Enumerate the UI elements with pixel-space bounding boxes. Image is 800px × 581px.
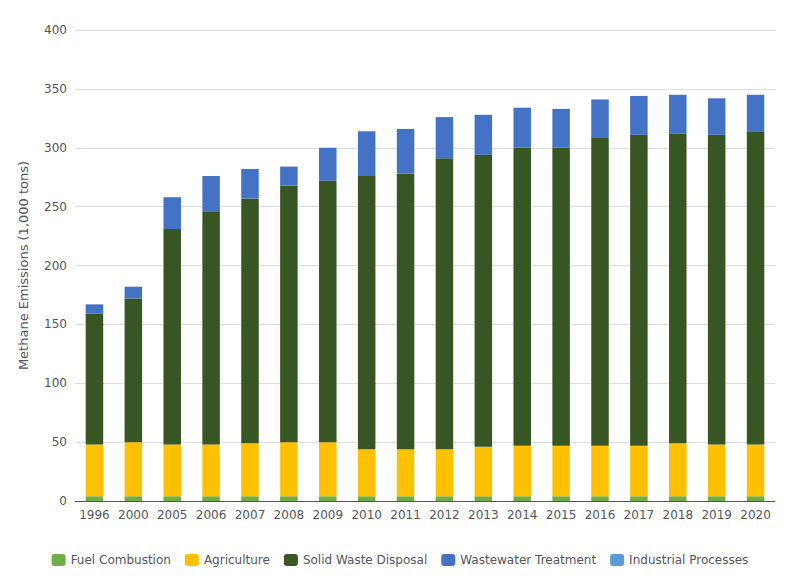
svg-text:Wastewater Treatment: Wastewater Treatment	[460, 553, 596, 567]
svg-text:350: 350	[44, 82, 67, 96]
svg-text:300: 300	[44, 141, 67, 155]
svg-text:2011: 2011	[390, 508, 421, 522]
svg-text:400: 400	[44, 23, 67, 37]
svg-text:50: 50	[52, 435, 67, 449]
svg-text:2017: 2017	[624, 508, 655, 522]
svg-text:Solid Waste Disposal: Solid Waste Disposal	[303, 553, 427, 567]
svg-text:1996: 1996	[79, 508, 110, 522]
svg-text:Industrial Processes: Industrial Processes	[629, 553, 748, 567]
svg-text:2010: 2010	[351, 508, 382, 522]
svg-text:200: 200	[44, 259, 67, 273]
svg-text:2014: 2014	[507, 508, 538, 522]
svg-text:Agriculture: Agriculture	[204, 553, 270, 567]
svg-text:2013: 2013	[468, 508, 499, 522]
svg-text:2016: 2016	[585, 508, 616, 522]
svg-text:2020: 2020	[740, 508, 771, 522]
svg-text:Methane Emissions (1,000 tons): Methane Emissions (1,000 tons)	[16, 161, 31, 370]
svg-text:2015: 2015	[546, 508, 577, 522]
svg-text:2007: 2007	[235, 508, 266, 522]
svg-text:100: 100	[44, 376, 67, 390]
svg-text:2000: 2000	[118, 508, 149, 522]
svg-text:2008: 2008	[274, 508, 305, 522]
svg-text:2018: 2018	[663, 508, 694, 522]
svg-text:250: 250	[44, 200, 67, 214]
svg-text:2009: 2009	[313, 508, 344, 522]
svg-text:0: 0	[59, 494, 67, 508]
svg-text:2012: 2012	[429, 508, 460, 522]
svg-text:Fuel Combustion: Fuel Combustion	[71, 553, 171, 567]
svg-text:150: 150	[44, 317, 67, 331]
svg-text:2006: 2006	[196, 508, 227, 522]
svg-text:2019: 2019	[701, 508, 732, 522]
svg-text:2005: 2005	[157, 508, 188, 522]
